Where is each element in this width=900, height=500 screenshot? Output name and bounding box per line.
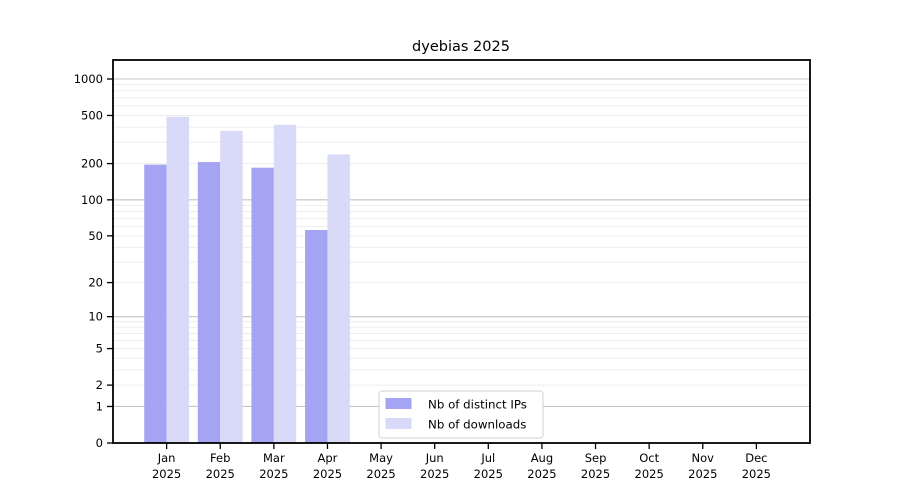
x-tick-label-year-aug: 2025 xyxy=(527,467,556,481)
bar-nb-of-downloads-mar xyxy=(273,124,297,443)
bar-nb-of-distinct-ips-mar xyxy=(251,167,274,443)
bar-nb-of-downloads-apr xyxy=(327,154,350,443)
x-tick-label-year-may: 2025 xyxy=(366,467,395,481)
y-axis: 0 1 2 5 10 20 50 100 200 500 1000 xyxy=(74,72,113,450)
x-tick-label-year-jul: 2025 xyxy=(474,467,503,481)
x-tick-label-month-jan: Jan xyxy=(157,451,176,465)
legend: Nb of distinct IPs Nb of downloads xyxy=(378,390,544,439)
x-tick-label-year-jan: 2025 xyxy=(152,467,181,481)
bar-nb-of-distinct-ips-jan xyxy=(144,164,167,444)
y-tick-label-5: 5 xyxy=(96,342,103,356)
bar-nb-of-distinct-ips-apr xyxy=(305,229,328,443)
y-tick-label-1000: 1000 xyxy=(74,72,103,86)
y-tick-label-1: 1 xyxy=(96,399,103,413)
x-tick-label-year-sep: 2025 xyxy=(581,467,610,481)
x-tick-label-year-dec: 2025 xyxy=(742,467,771,481)
bar-nb-of-downloads-feb xyxy=(220,130,243,444)
bars xyxy=(144,116,350,444)
x-tick-label-month-nov: Nov xyxy=(692,451,715,465)
x-tick-label-month-jul: Jul xyxy=(480,451,495,465)
x-tick-label-year-jun: 2025 xyxy=(420,467,449,481)
y-tick-label-500: 500 xyxy=(81,108,103,122)
x-tick-label-year-oct: 2025 xyxy=(635,467,664,481)
chart-title: dyebias 2025 xyxy=(412,39,510,55)
y-tick-label-0: 0 xyxy=(96,436,103,450)
x-tick-label-month-jun: Jun xyxy=(425,451,444,465)
plot-border xyxy=(112,59,811,444)
legend-swatch-distinct-ips xyxy=(385,398,412,409)
legend-label-distinct-ips: Nb of distinct IPs xyxy=(428,398,527,412)
y-tick-label-50: 50 xyxy=(88,229,103,243)
bar-nb-of-distinct-ips-feb xyxy=(197,162,221,443)
y-tick-label-10: 10 xyxy=(88,310,103,324)
x-tick-label-year-mar: 2025 xyxy=(259,467,288,481)
x-tick-label-month-mar: Mar xyxy=(263,451,285,465)
x-tick-label-month-apr: Apr xyxy=(318,451,338,465)
y-tick-label-2: 2 xyxy=(96,378,103,392)
x-tick-label-month-aug: Aug xyxy=(531,451,553,465)
x-axis: Jan 2025 Feb 2025 Mar 2025 Apr 2025 May 2025 Jun 20… xyxy=(152,443,771,481)
y-tick-label-20: 20 xyxy=(88,276,103,290)
x-tick-label-year-feb: 2025 xyxy=(206,467,235,481)
y-tick-label-100: 100 xyxy=(81,193,103,207)
legend-label-downloads: Nb of downloads xyxy=(428,418,526,432)
x-tick-label-year-nov: 2025 xyxy=(688,467,717,481)
x-tick-label-year-apr: 2025 xyxy=(313,467,342,481)
legend-box xyxy=(378,390,544,439)
x-tick-label-month-feb: Feb xyxy=(210,451,230,465)
x-tick-label-month-sep: Sep xyxy=(585,451,607,465)
y-tick-label-200: 200 xyxy=(81,157,103,171)
x-tick-label-month-oct: Oct xyxy=(639,451,659,465)
bar-nb-of-downloads-jan xyxy=(166,116,190,444)
x-tick-label-month-dec: Dec xyxy=(745,451,767,465)
x-tick-label-month-may: May xyxy=(369,451,393,465)
legend-swatch-downloads xyxy=(385,418,412,429)
